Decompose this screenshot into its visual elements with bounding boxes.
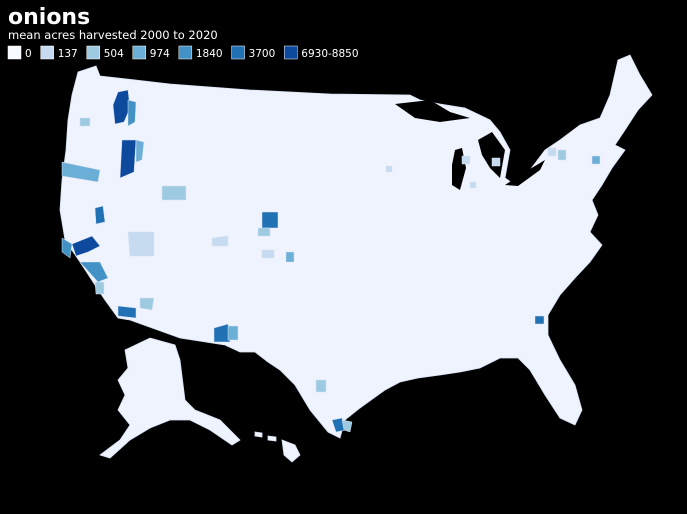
county (127, 231, 155, 257)
legend-swatch (40, 45, 54, 60)
county (211, 235, 229, 247)
county (261, 249, 275, 259)
legend-label: 1840 (196, 48, 223, 60)
hawaii-islands (254, 431, 277, 442)
county (119, 139, 137, 179)
county (534, 315, 545, 325)
legend-swatch (7, 45, 22, 60)
county (491, 157, 501, 167)
county (61, 161, 101, 183)
county (469, 181, 477, 189)
legend-label: 3700 (249, 48, 276, 60)
county (94, 205, 106, 225)
county (385, 165, 393, 173)
county (261, 211, 279, 229)
hawaii (281, 439, 301, 463)
county (591, 155, 601, 165)
legend-label: 974 (150, 48, 170, 60)
county (61, 237, 73, 259)
county (547, 147, 557, 157)
alaska (99, 337, 241, 459)
map-subtitle: mean acres harvested 2000 to 2020 (8, 28, 218, 42)
legend-swatch (284, 45, 298, 60)
county (71, 235, 101, 257)
county (139, 297, 155, 311)
county (315, 379, 327, 393)
county (135, 139, 145, 163)
legend-swatch (132, 45, 147, 60)
county (461, 155, 471, 165)
county (285, 251, 295, 263)
legend-swatch (178, 45, 193, 60)
lake-erie (505, 160, 545, 186)
legend: 0 137 504 974 1840 3700 6930-8850 (7, 45, 359, 60)
county (127, 99, 137, 127)
legend-swatch (86, 45, 100, 60)
county (257, 227, 271, 237)
county (557, 149, 567, 161)
legend-label: 504 (104, 48, 124, 60)
county (227, 325, 239, 341)
county (79, 261, 109, 283)
map-title: onions (8, 5, 90, 30)
county (341, 419, 353, 433)
lake-huron (478, 132, 505, 178)
legend-label: 0 (25, 48, 32, 60)
county (213, 323, 231, 343)
county (79, 117, 91, 127)
legend-swatch (231, 45, 245, 60)
county (94, 281, 105, 295)
county (161, 185, 187, 201)
lake-superior (395, 100, 470, 122)
legend-label: 137 (58, 48, 78, 60)
county (117, 305, 137, 319)
county (112, 89, 131, 125)
legend-label: 6930-8850 (301, 48, 358, 60)
county-layer (61, 89, 601, 433)
